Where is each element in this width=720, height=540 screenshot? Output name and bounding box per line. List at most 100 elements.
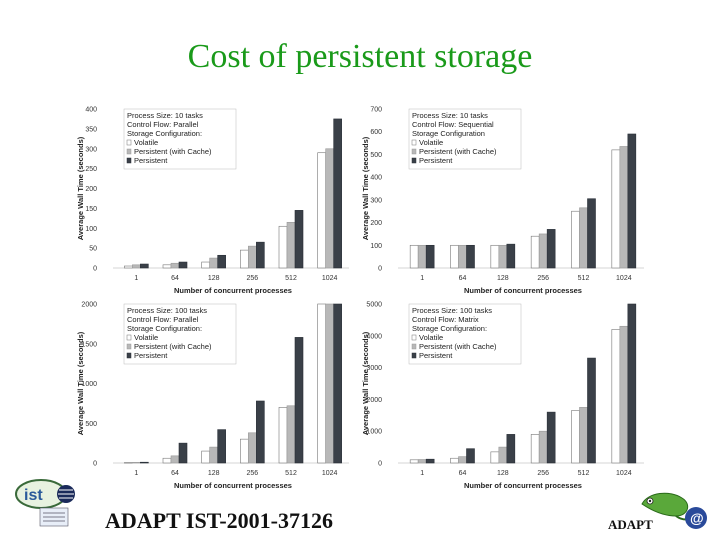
ist-logo: ist xyxy=(15,479,75,527)
legend-heading-line: Storage Configuration: xyxy=(412,324,487,333)
bar-persistent-512 xyxy=(587,357,596,464)
bar-persistent-128 xyxy=(506,243,516,269)
bar-persistent-with-cache--256 xyxy=(248,245,257,269)
bar-persistent-1 xyxy=(425,244,435,269)
y-tick-label: 100 xyxy=(85,226,97,233)
x-tick-label: 1 xyxy=(420,470,424,477)
bar-volatile-128 xyxy=(490,244,500,269)
legend-swatch xyxy=(126,157,132,164)
bar-volatile-64 xyxy=(450,244,459,269)
legend-box xyxy=(408,108,522,170)
bar-persistent-with-cache--1024 xyxy=(325,303,334,464)
bar-volatile-64 xyxy=(162,457,172,464)
bar-volatile-1 xyxy=(409,459,419,464)
legend-heading-line: Storage Configuration: xyxy=(127,324,202,333)
x-tick-label: 128 xyxy=(497,470,509,477)
legend-swatch xyxy=(411,343,417,350)
x-tick-label: 1024 xyxy=(322,275,338,282)
y-tick-label: 0 xyxy=(93,266,97,273)
y-tick-label: 350 xyxy=(85,126,97,133)
y-axis-label: Average Wall Time (seconds) xyxy=(361,331,370,435)
bar-volatile-256 xyxy=(240,438,249,464)
y-tick-label: 300 xyxy=(370,197,382,204)
legend-entry: Persistent xyxy=(419,351,453,360)
legend-entry: Persistent xyxy=(134,351,168,360)
legend-heading-line: Process Size: 100 tasks xyxy=(127,306,207,315)
x-tick-label: 512 xyxy=(578,275,590,282)
y-tick-label: 150 xyxy=(85,206,97,213)
bar-persistent-with-cache--1024 xyxy=(619,146,629,269)
bar-persistent-1 xyxy=(425,458,435,464)
chart-parallel-10-tasks: Average Wall Time (seconds) 0 50 100 150 200 2… xyxy=(75,103,355,298)
y-tick-label: 2000 xyxy=(81,302,97,309)
bar-persistent-256 xyxy=(546,411,556,464)
bar-volatile-256 xyxy=(530,235,540,269)
slide-title: Cost of persistent storage xyxy=(187,38,533,75)
legend-swatch xyxy=(411,157,417,164)
adapt-chameleon-logo: @ xyxy=(641,492,707,529)
bar-volatile-512 xyxy=(278,225,288,269)
y-axis-label: Average Wall Time (seconds) xyxy=(76,331,85,435)
bar-persistent-256 xyxy=(546,229,556,269)
bar-persistent-1 xyxy=(140,263,149,269)
legend-entry: Persistent xyxy=(419,156,453,165)
bar-volatile-1024 xyxy=(317,152,326,269)
legend-heading-line: Storage Configuration: xyxy=(127,129,202,138)
chart-sequential-10-tasks: Average Wall Time (seconds) 0 100 200 300 400… xyxy=(360,103,650,298)
y-axis-label: Average Wall Time (seconds) xyxy=(76,136,85,240)
legend-swatch xyxy=(126,334,132,341)
legend-entry: Volatile xyxy=(134,333,158,342)
x-tick-label: 256 xyxy=(246,470,258,477)
chart-svg: Average Wall Time (seconds) 0 100 200 300 400… xyxy=(361,107,644,295)
x-tick-label: 512 xyxy=(285,470,297,477)
y-tick-label: 2000 xyxy=(366,397,382,404)
bar-persistent-64 xyxy=(178,261,188,269)
legend-swatch xyxy=(411,139,417,146)
svg-text:ist: ist xyxy=(24,487,43,504)
bar-persistent-with-cache--128 xyxy=(209,446,218,464)
x-axis-label: Number of concurrent processes xyxy=(174,286,292,295)
bar-persistent-64 xyxy=(178,442,188,464)
bar-volatile-1 xyxy=(124,265,133,269)
bar-persistent-with-cache--1 xyxy=(417,459,427,464)
bar-persistent-64 xyxy=(466,244,475,269)
legend-heading-line: Process Size: 100 tasks xyxy=(412,306,492,315)
x-tick-label: 1 xyxy=(420,275,424,282)
x-axis-label: Number of concurrent processes xyxy=(174,481,292,490)
y-tick-label: 1000 xyxy=(366,429,382,436)
svg-text:@: @ xyxy=(690,510,704,526)
bar-persistent-128 xyxy=(506,434,516,464)
x-tick-label: 64 xyxy=(459,275,467,282)
bar-volatile-1024 xyxy=(611,149,621,269)
legend-heading-line: Control Flow: Matrix xyxy=(412,315,479,324)
y-tick-label: 50 xyxy=(89,246,97,253)
legend-heading-line: Control Flow: Sequential xyxy=(412,120,494,129)
bar-persistent-with-cache--1024 xyxy=(619,325,629,464)
bar-volatile-512 xyxy=(571,410,580,464)
legend-heading-line: Process Size: 10 tasks xyxy=(412,111,488,120)
x-tick-label: 1024 xyxy=(322,470,338,477)
chart-svg: Average Wall Time (seconds) 0 500 1000 1500 2… xyxy=(76,302,349,490)
legend-swatch xyxy=(126,139,132,146)
bar-persistent-with-cache--256 xyxy=(538,430,548,464)
y-axis-label: Average Wall Time (seconds) xyxy=(361,136,370,240)
legend-entry: Persistent (with Cache) xyxy=(134,147,212,156)
chart-parallel-100-tasks: Average Wall Time (seconds) 0 500 1000 1500 2… xyxy=(75,298,355,493)
legend-swatch xyxy=(126,148,132,155)
legend-entry: Persistent (with Cache) xyxy=(419,342,497,351)
bar-persistent-128 xyxy=(217,429,226,464)
bar-volatile-64 xyxy=(162,264,172,269)
legend-entry: Persistent (with Cache) xyxy=(419,147,497,156)
legend-entry: Persistent xyxy=(134,156,168,165)
legend-box xyxy=(123,108,237,170)
bar-volatile-256 xyxy=(530,434,540,464)
legend-box xyxy=(408,303,522,365)
footer-project-id: ADAPT IST-2001-37126 xyxy=(105,508,333,533)
x-tick-label: 256 xyxy=(537,275,549,282)
bar-persistent-with-cache--64 xyxy=(458,244,467,269)
legend-heading-line: Process Size: 10 tasks xyxy=(127,111,203,120)
y-tick-label: 4000 xyxy=(366,333,382,340)
bar-persistent-with-cache--512 xyxy=(286,221,296,269)
bar-persistent-with-cache--512 xyxy=(579,207,588,269)
bar-persistent-with-cache--1 xyxy=(132,264,141,269)
